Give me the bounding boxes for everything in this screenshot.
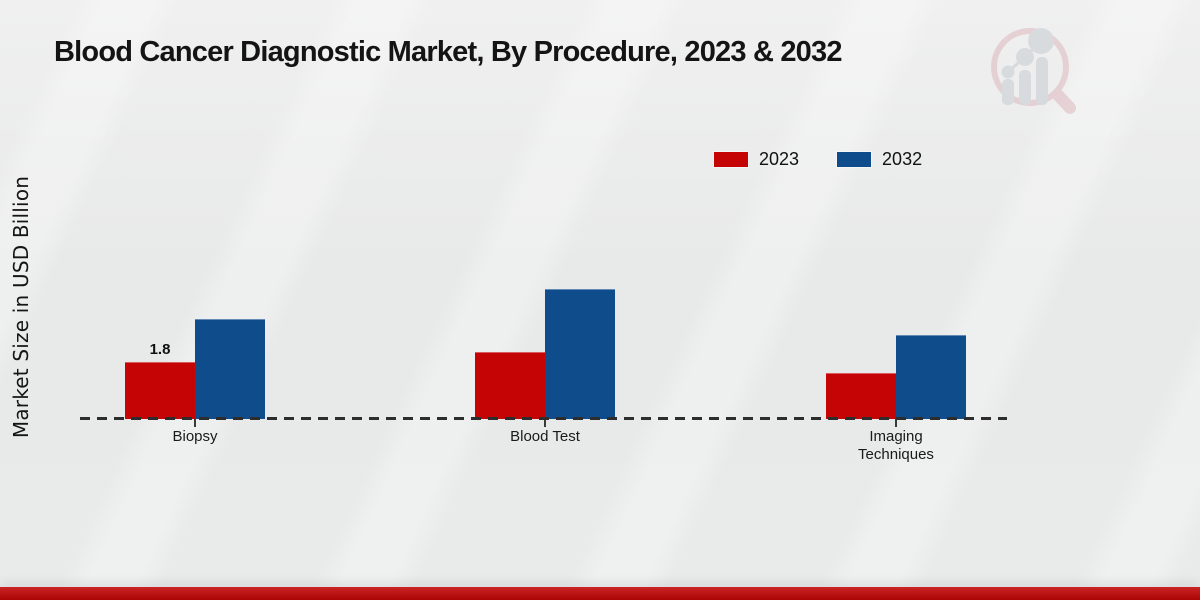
category-label-imaging-techniques: Imaging Techniques (858, 428, 934, 463)
footer-accent-bar (0, 587, 1200, 600)
bar-value-label-2023-biopsy: 1.8 (149, 341, 171, 358)
x-axis-baseline (80, 417, 1007, 420)
bar-2023-imaging-techniques (826, 373, 896, 419)
bar-2032-blood-test (545, 289, 615, 419)
legend-item-2023: 2023 (714, 149, 799, 170)
magnifier-bar-chart-logo-icon (991, 28, 1076, 114)
legend-item-2032: 2032 (837, 149, 922, 170)
legend-label: 2023 (759, 149, 800, 169)
bar-2032-imaging-techniques (896, 335, 966, 419)
chart-title: Blood Cancer Diagnostic Market, By Proce… (54, 36, 842, 68)
legend-label: 2032 (882, 149, 923, 169)
bar-2023-biopsy (125, 362, 195, 419)
axis-tick-imaging-techniques (895, 419, 897, 427)
legend: 2023 2032 (714, 149, 922, 170)
legend-swatch-2023 (714, 152, 748, 167)
legend-swatch-2032 (837, 152, 872, 167)
axis-tick-biopsy (194, 419, 196, 427)
axis-tick-blood-test (544, 419, 546, 427)
category-label-blood-test: Blood Test (510, 428, 580, 445)
category-label-biopsy: Biopsy (172, 428, 218, 445)
y-axis-title: Market Size in USD Billion (9, 175, 33, 439)
bar-2023-blood-test (475, 352, 545, 419)
bar-2032-biopsy (195, 319, 265, 419)
